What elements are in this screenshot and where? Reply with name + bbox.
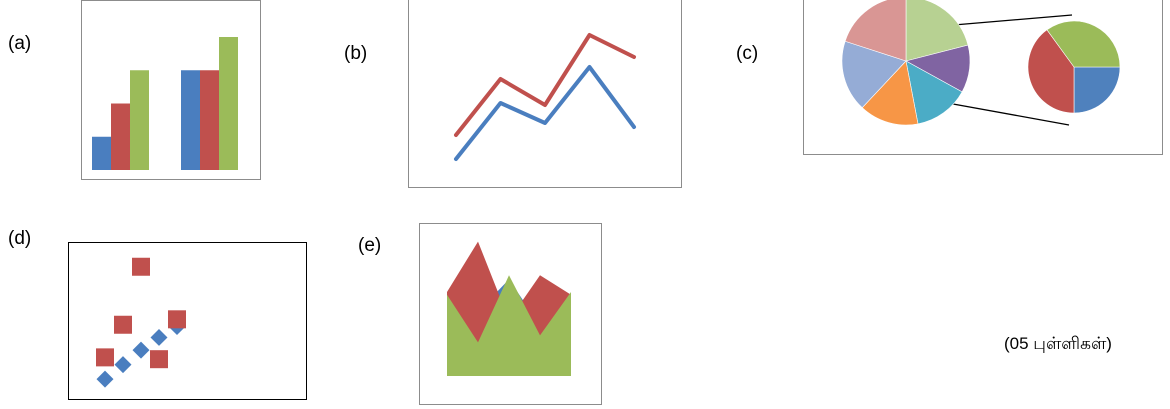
chart-c-frame xyxy=(803,0,1163,155)
scatter-d-s2-point-4 xyxy=(150,350,168,369)
chart-a-frame xyxy=(81,0,261,180)
bar-a-s3-c2 xyxy=(219,37,238,170)
scatter-d-s1-point-4 xyxy=(150,328,168,346)
chart-b xyxy=(454,33,636,161)
scatter-d-s2-point-5 xyxy=(168,310,186,329)
label-a: (a) xyxy=(8,33,32,54)
chart-d xyxy=(96,257,186,388)
scatter-d-s1-point-2 xyxy=(114,356,132,374)
scatter-d-s2-point-2 xyxy=(114,315,132,334)
bar-a-s2-c1 xyxy=(111,103,130,170)
chart-b-frame xyxy=(408,0,682,188)
pie-c-slice-3 xyxy=(905,60,963,125)
bar-a-s2-c2 xyxy=(200,70,219,170)
line-b-series-2 xyxy=(454,65,636,161)
pie-c-slice-4 xyxy=(861,60,919,126)
chart-e-frame xyxy=(419,223,602,405)
area-e-series-3 xyxy=(447,275,571,376)
label-c: (c) xyxy=(736,43,759,64)
pie-c-secondary-slice-1 xyxy=(1073,66,1121,114)
bar-a-s1-c1 xyxy=(92,136,111,170)
chart-d-frame xyxy=(68,242,307,400)
chart-e xyxy=(447,241,571,376)
label-e: (e) xyxy=(358,235,382,256)
pie-c-slice-1 xyxy=(905,0,969,62)
pie-c-slice-5 xyxy=(841,40,907,109)
pie-c-slice-6 xyxy=(844,0,907,62)
scatter-d-s1-point-1 xyxy=(96,370,114,388)
pie-c-connector-bottom xyxy=(941,101,1070,126)
bar-a-s1-c2 xyxy=(181,70,200,170)
chart-a xyxy=(92,37,238,170)
marks-text: (05 புள்ளிகள்) xyxy=(1004,334,1112,353)
bar-a-s3-c1 xyxy=(130,70,149,170)
pie-c-connector-top xyxy=(941,14,1073,27)
scatter-d-s2-point-1 xyxy=(96,348,114,367)
scatter-d-s1-point-3 xyxy=(132,341,150,359)
label-b: (b) xyxy=(344,43,368,64)
scatter-d-s2-point-3 xyxy=(132,257,150,276)
pie-c-secondary-slice-2 xyxy=(1027,29,1075,114)
chart-c xyxy=(841,0,1121,126)
line-b-series-1 xyxy=(454,33,636,137)
label-d: (d) xyxy=(8,228,32,249)
pie-c-secondary-slice-3 xyxy=(1046,20,1121,68)
